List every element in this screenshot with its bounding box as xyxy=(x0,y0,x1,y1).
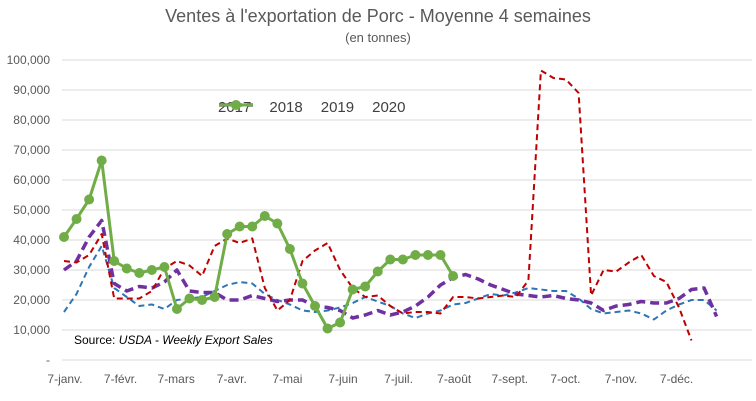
x-tick-label: 7-déc. xyxy=(660,372,693,386)
data-point-2020 xyxy=(448,271,459,281)
data-point-2020 xyxy=(310,301,320,311)
data-point-2020 xyxy=(422,250,433,260)
series-line-2019 xyxy=(63,69,693,341)
y-tick-label: 60,000 xyxy=(13,173,50,187)
source-text: USDA - Weekly Export Sales xyxy=(118,333,273,347)
legend-item-2020: 2020 xyxy=(219,99,406,116)
x-tick-label: 7-avr. xyxy=(217,372,247,386)
chart-subtitle: (en tonnes) xyxy=(345,30,411,45)
x-tick-label: 7-janv. xyxy=(47,372,82,386)
data-point-2020 xyxy=(322,323,333,334)
data-point-2020 xyxy=(171,304,182,314)
data-point-2020 xyxy=(335,317,346,328)
legend-label: 2018 xyxy=(269,99,303,116)
source-note: Source: USDA - Weekly Export Sales xyxy=(74,333,273,347)
data-point-2020 xyxy=(372,266,383,277)
data-point-2020 xyxy=(247,221,258,232)
y-tick-label: 20,000 xyxy=(13,293,50,307)
x-tick-label: 7-nov. xyxy=(605,372,637,386)
data-point-2020 xyxy=(84,194,95,205)
legend-item-2018: 2018 xyxy=(219,99,303,116)
data-point-2020 xyxy=(385,254,396,265)
y-tick-label: 100,000 xyxy=(7,53,51,67)
data-point-2020 xyxy=(272,218,283,229)
legend-swatch-marker xyxy=(231,100,241,110)
data-point-2020 xyxy=(184,293,195,304)
x-tick-label: 7-mai xyxy=(272,372,302,386)
x-tick-label: 7-mars xyxy=(158,372,195,386)
x-tick-label: 7-sept. xyxy=(491,372,528,386)
y-tick-label: 10,000 xyxy=(13,323,50,337)
data-point-2020 xyxy=(360,281,371,292)
x-tick-label: 7-juin xyxy=(328,372,357,386)
x-tick-label: 7-oct. xyxy=(550,372,580,386)
data-point-2020 xyxy=(96,155,107,166)
x-tick-label: 7-août xyxy=(437,372,472,386)
legend-swatch xyxy=(219,100,253,110)
data-point-2020 xyxy=(159,262,170,272)
chart-title: Ventes à l'exportation de Porc - Moyenne… xyxy=(165,6,591,26)
data-point-2020 xyxy=(297,278,308,289)
series-line-2020 xyxy=(62,159,455,330)
data-point-2020 xyxy=(146,265,157,275)
data-point-2020 xyxy=(71,214,82,224)
y-tick-label: - xyxy=(46,353,50,367)
y-tick-label: 70,000 xyxy=(13,143,50,157)
data-point-2020 xyxy=(222,229,233,239)
data-point-2020 xyxy=(121,263,132,274)
y-tick-label: 80,000 xyxy=(13,113,50,127)
data-point-2020 xyxy=(347,284,358,295)
series-line-2018 xyxy=(62,218,719,320)
y-tick-label: 30,000 xyxy=(13,263,50,277)
data-point-2020 xyxy=(59,232,69,242)
data-point-2020 xyxy=(259,211,270,221)
y-tick-label: 40,000 xyxy=(13,233,50,247)
y-tick-label: 90,000 xyxy=(13,83,50,97)
y-tick-label: 50,000 xyxy=(13,203,50,217)
data-point-2020 xyxy=(134,268,145,278)
data-point-2020 xyxy=(109,256,120,266)
chart-legend: 2017201820192020 xyxy=(218,99,406,116)
data-point-2020 xyxy=(435,250,446,260)
data-point-2020 xyxy=(209,292,220,302)
data-point-2020 xyxy=(284,244,295,254)
legend-item-2019: 2019 xyxy=(219,99,355,116)
x-tick-label: 7-juil. xyxy=(384,372,413,386)
data-point-2020 xyxy=(234,221,245,232)
legend-label: 2019 xyxy=(320,99,355,116)
legend-label: 2020 xyxy=(372,99,406,116)
source-label: Source: xyxy=(74,333,119,347)
data-point-2020 xyxy=(197,295,208,305)
data-point-2020 xyxy=(397,254,408,265)
data-point-2020 xyxy=(410,250,421,260)
x-tick-label: 7-févr. xyxy=(104,372,137,386)
